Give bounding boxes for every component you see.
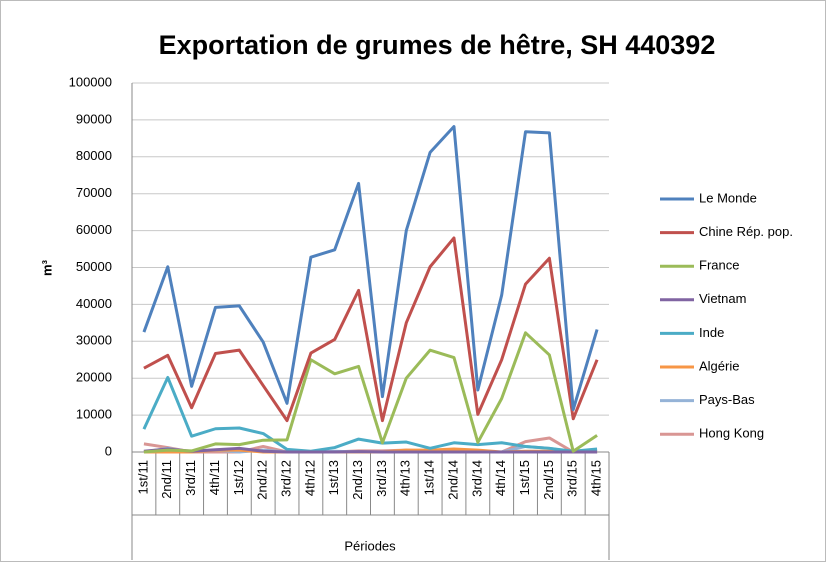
x-tick-label: 2nd/13: [350, 460, 365, 500]
y-tick-label: 100000: [69, 74, 112, 89]
x-tick-label: 4th/15: [589, 460, 604, 496]
x-tick-label: 3rd/11: [183, 460, 198, 496]
x-tick-label: 1st/12: [231, 460, 246, 495]
y-tick-label: 30000: [76, 333, 112, 348]
y-tick-label: 60000: [76, 222, 112, 237]
x-tick-label: 1st/11: [135, 460, 150, 494]
x-tick-label: 3rd/12: [278, 460, 293, 497]
series-line: [143, 236, 599, 423]
legend-label: Inde: [699, 325, 724, 340]
y-axis-label: m³: [39, 259, 54, 276]
legend-label: Pays-Bas: [699, 392, 755, 407]
x-tick-label: 4th/13: [398, 460, 413, 496]
x-tick-label: 1st/15: [517, 460, 532, 495]
series-line: [143, 331, 598, 454]
chart-title: Exportation de grumes de hêtre, SH 44039…: [159, 30, 716, 60]
x-tick-label: 1st/13: [326, 460, 341, 495]
y-tick-label: 40000: [76, 296, 112, 311]
legend-label: Hong Kong: [699, 426, 764, 441]
x-tick-label: 1st/14: [422, 460, 437, 495]
legend-label: Algérie: [699, 358, 739, 373]
x-tick-label: 2nd/12: [255, 460, 270, 500]
y-tick-label: 0: [105, 443, 112, 458]
x-tick-label: 2nd/14: [445, 460, 460, 500]
x-tick-label: 2nd/11: [159, 460, 174, 499]
legend-label: Le Monde: [699, 190, 757, 205]
x-tick-label: 4th/12: [302, 460, 317, 496]
y-tick-label: 20000: [76, 370, 112, 385]
legend-label: Vietnam: [699, 291, 746, 306]
series-line: [142, 375, 598, 453]
legend-label: France: [699, 258, 739, 273]
y-tick-label: 90000: [76, 111, 112, 126]
series-line: [143, 446, 598, 454]
x-tick-label: 3rd/15: [565, 460, 580, 497]
x-tick-label: 2nd/15: [541, 460, 556, 500]
x-tick-label: 3rd/14: [469, 460, 484, 497]
series-line: [142, 125, 599, 412]
x-tick-label: 4th/11: [207, 460, 222, 495]
x-tick-label: 3rd/13: [374, 460, 389, 497]
x-tick-label: 4th/14: [493, 460, 508, 496]
y-tick-label: 70000: [76, 185, 112, 200]
y-tick-label: 80000: [76, 148, 112, 163]
legend-label: Chine Rép. pop.: [699, 224, 793, 239]
y-tick-label: 50000: [76, 259, 112, 274]
y-tick-label: 10000: [76, 407, 112, 422]
x-axis-label: Périodes: [344, 538, 396, 553]
